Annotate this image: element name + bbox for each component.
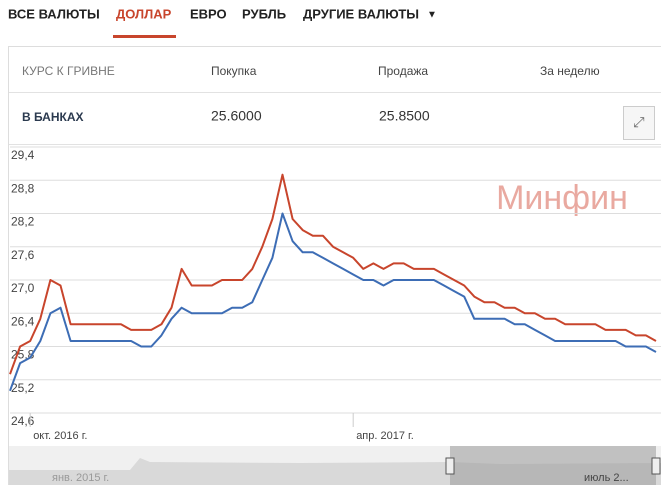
navigator-handle[interactable]	[445, 457, 455, 475]
x-tick-label: окт. 2016 г.	[33, 430, 87, 442]
navigator-label: июль 2...	[584, 472, 629, 484]
table-header: Продажа	[378, 64, 428, 78]
tab[interactable]: ДРУГИЕ ВАЛЮТЫ	[303, 6, 419, 21]
tab[interactable]: ДОЛЛАР	[116, 6, 172, 21]
y-tick-label: 27,0	[11, 281, 35, 295]
tab[interactable]: ЕВРО	[190, 6, 227, 21]
y-tick-label: 28,2	[11, 215, 35, 229]
panel	[8, 46, 661, 485]
dropdown-arrow[interactable]: ▼	[427, 10, 437, 21]
tab[interactable]: ВСЕ ВАЛЮТЫ	[8, 6, 100, 21]
plot: 24,625,225,826,427,027,628,228,829,4окт.…	[9, 146, 661, 442]
table-header: КУРС К ГРИВНЕ	[22, 64, 115, 78]
y-tick-label: 26,4	[11, 314, 35, 328]
table-header: Покупка	[211, 64, 257, 78]
sell-rate: 25.8500	[379, 108, 430, 124]
expand-button[interactable]	[623, 106, 655, 140]
x-tick-label: апр. 2017 г.	[356, 430, 414, 442]
watermark: Минфин	[496, 179, 628, 217]
series-line	[9, 173, 657, 375]
navigator-handle[interactable]	[651, 457, 661, 475]
row-label: В БАНКАХ	[22, 110, 84, 124]
expand-icon[interactable]: ⤢	[633, 114, 644, 130]
series-line	[9, 212, 657, 392]
tab[interactable]: РУБЛЬ	[242, 6, 286, 21]
navigator-label: янв. 2015 г.	[52, 472, 109, 484]
table-header: За неделю	[540, 64, 600, 78]
y-tick-label: 29,4	[11, 148, 35, 162]
y-tick-label: 27,6	[11, 248, 35, 262]
y-tick-label: 28,8	[11, 181, 35, 195]
y-tick-label: 24,6	[11, 414, 35, 428]
buy-rate: 25.6000	[211, 108, 262, 124]
active-underline	[113, 35, 176, 38]
navigator-selection[interactable]	[450, 446, 656, 485]
y-tick-label: 25,2	[11, 381, 35, 395]
